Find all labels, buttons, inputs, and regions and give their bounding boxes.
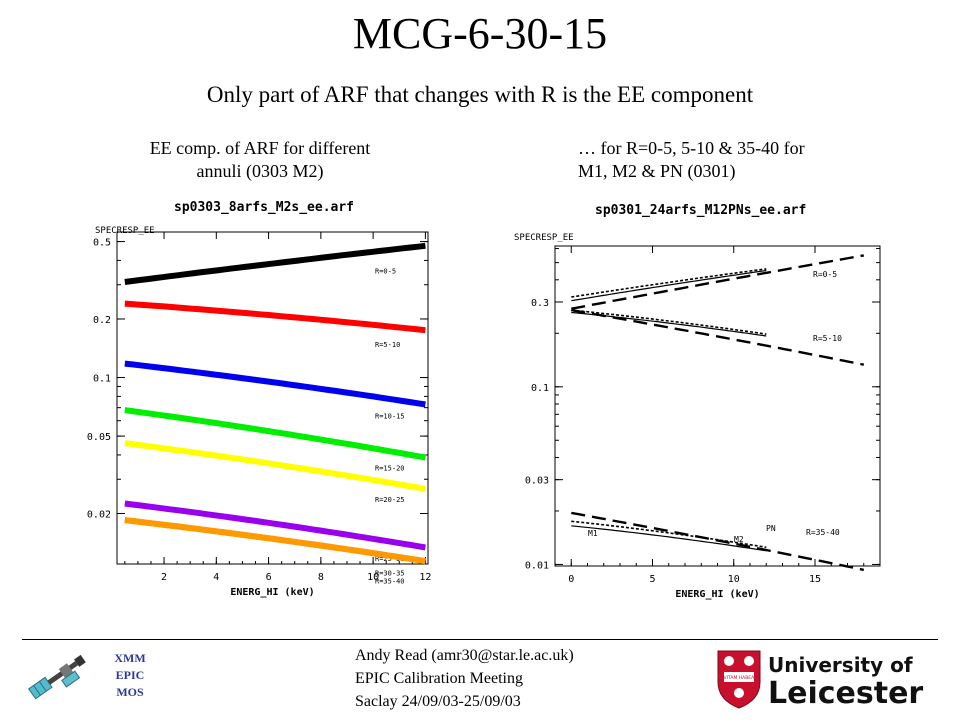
- series-line-M1-R=35-40: [571, 525, 767, 552]
- series-line-M2-R=0-5: [571, 268, 767, 298]
- footer-meeting: EPIC Calibration Meeting: [355, 670, 523, 687]
- series-line-R=10-15: [124, 360, 426, 408]
- left-chart-caption: EE comp. of ARF for different annuli (03…: [110, 137, 410, 183]
- series-label: R=20-25: [375, 496, 405, 504]
- x-tick-label: 10: [367, 572, 379, 583]
- footer-info: Andy Read (amr30@star.le.ac.uk) EPIC Cal…: [355, 644, 685, 713]
- series-line-R=25-30: [124, 500, 426, 551]
- series-annotation: M2: [734, 535, 744, 544]
- series-line-PN-R=5-10: [571, 308, 865, 366]
- footer-author: Andy Read (amr30@star.le.ac.uk): [355, 647, 574, 664]
- x-tick-label: 0: [568, 574, 574, 585]
- footer-divider: [22, 639, 938, 640]
- x-tick-label: 6: [266, 572, 272, 583]
- series-line-R=35-40: [124, 517, 426, 565]
- x-axis-label: ENERG_HI (keV): [675, 589, 759, 600]
- chart-title: sp0301_24arfs_M12PNs_ee.arf: [595, 203, 806, 218]
- y-axis-label: SPECRESP_EE: [514, 233, 574, 243]
- series-label: R=5-10: [375, 341, 400, 349]
- series-line-R=5-10: [124, 300, 426, 334]
- left-caption-line1: EE comp. of ARF for different: [149, 138, 371, 158]
- footer-place-date: Saclay 24/09/03-25/09/03: [355, 693, 521, 710]
- series-annotation: R=0-5: [813, 270, 837, 279]
- x-tick-label: 5: [649, 574, 655, 585]
- y-tick-label: 0.05: [87, 432, 111, 443]
- series-line-PN-R=35-40: [571, 511, 865, 572]
- series-annotation: M1: [588, 529, 598, 538]
- y-axis-label: SPECRESP_EE: [95, 226, 155, 236]
- left-caption-line2: annuli (0303 M2): [196, 161, 324, 181]
- x-tick-label: 10: [728, 574, 740, 585]
- satellite-icon: [27, 654, 86, 700]
- crest-motto: VEVITAM HABEANT: [718, 675, 761, 681]
- series-line-R=15-20: [124, 407, 426, 461]
- slide-subtitle: Only part of ARF that changes with R is …: [206, 82, 754, 107]
- epic-line: EPIC: [115, 668, 145, 682]
- slide-title: MCG-6-30-15: [352, 9, 608, 58]
- y-tick-label: 0.2: [93, 315, 111, 326]
- series-line-M2-R=35-40: [571, 520, 767, 549]
- y-tick-label: 0.3: [531, 298, 549, 309]
- series-annotation: PN: [766, 524, 776, 533]
- chart-title: sp0303_8arfs_M2s_ee.arf: [174, 200, 354, 215]
- series-label: R=30-35: [375, 569, 405, 577]
- right-chart: sp0301_24arfs_M12PNs_ee.arf SPECRESP_EE EN…: [514, 203, 881, 600]
- series-label: R=35-40: [375, 577, 405, 585]
- mos-line: MOS: [116, 685, 144, 699]
- series-label: R=15-20: [375, 465, 405, 473]
- y-tick-label: 0.5: [93, 238, 111, 249]
- x-tick-label: 4: [213, 572, 219, 583]
- university-logo: VEVITAM HABEANT University of Leicester: [717, 650, 923, 710]
- series-annotation: R=5-10: [813, 334, 842, 343]
- x-axis-label: ENERG_HI (keV): [230, 587, 314, 598]
- y-tick-label: 0.02: [87, 509, 111, 520]
- series-line-R=20-25: [124, 440, 426, 492]
- series-line-R=0-5: [124, 242, 426, 285]
- series-label: R=25-30: [375, 555, 405, 563]
- xmm-epic-mos-label: XMM EPIC MOS: [100, 650, 160, 701]
- series-label: R=0-5: [375, 268, 396, 276]
- left-chart: sp0303_8arfs_M2s_ee.arf SPECRESP_EE ENERG_…: [87, 200, 432, 598]
- xmm-line: XMM: [114, 651, 146, 665]
- x-tick-label: 8: [318, 572, 324, 583]
- y-tick-label: 0.1: [531, 383, 549, 394]
- right-caption-line1: … for R=0-5, 5-10 & 35-40 for: [578, 138, 805, 158]
- series-line-M1-R=0-5: [571, 269, 767, 302]
- x-tick-label: 15: [809, 574, 821, 585]
- series-label: R=10-15: [375, 413, 405, 421]
- x-tick-label: 12: [419, 572, 431, 583]
- right-caption-line2: M1, M2 & PN (0301): [578, 161, 736, 181]
- x-tick-label: 2: [161, 572, 167, 583]
- series-line-PN-R=0-5: [571, 254, 865, 310]
- y-tick-label: 0.03: [525, 476, 549, 487]
- series-line-M2-R=5-10: [571, 309, 767, 335]
- series-annotation: R=35-40: [806, 528, 840, 537]
- right-chart-caption: … for R=0-5, 5-10 & 35-40 for M1, M2 & P…: [578, 137, 878, 183]
- leicester-text: Leicester: [768, 676, 923, 710]
- university-of-text: University of: [768, 653, 913, 677]
- y-tick-label: 0.01: [525, 560, 549, 571]
- y-tick-label: 0.1: [93, 374, 111, 385]
- crest-icon: VEVITAM HABEANT: [717, 650, 761, 709]
- plot-frame: [116, 231, 429, 565]
